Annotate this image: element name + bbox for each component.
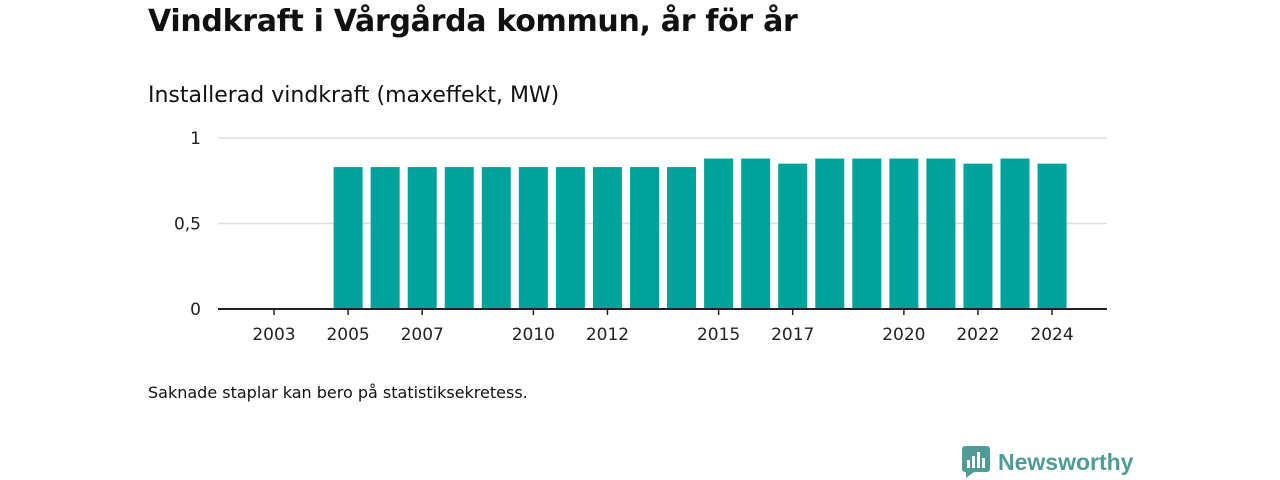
bar-2014: [667, 167, 697, 309]
bar-2012: [592, 167, 622, 309]
x-tick-label: 2024: [1030, 325, 1073, 345]
bar-2017: [778, 163, 808, 309]
bar-2013: [630, 167, 659, 309]
axes: 0 0,5 1 2003 2005 2007 2010 2012 2015 2017 2020 202…: [174, 129, 1107, 345]
footnote: Saknade staplar kan bero på statistiksek…: [148, 383, 528, 402]
bar-2016: [741, 158, 771, 309]
chart-subtitle: Installerad vindkraft (maxeffekt, MW): [148, 83, 560, 108]
bar-2022: [963, 163, 993, 309]
bar-2011: [555, 167, 585, 309]
newsworthy-logo-icon: [962, 446, 990, 478]
bars: [333, 158, 1067, 309]
bar-2019: [852, 158, 882, 309]
bar-chart: 0 0,5 1 2003 2005 2007 2010 2012 2015 2017 2020 202…: [174, 129, 1107, 345]
bar-2015: [704, 158, 734, 309]
bar-2018: [815, 158, 845, 309]
x-tick-label: 2010: [512, 325, 555, 345]
x-tick-label: 2020: [882, 325, 925, 345]
x-tick-label: 2017: [771, 325, 814, 345]
y-tick-label: 1: [190, 129, 201, 149]
x-tick-label: 2005: [326, 325, 369, 345]
chart-title: Vindkraft i Vårgårda kommun, år för år: [148, 4, 798, 39]
brand-logo[interactable]: Newsworthy: [962, 446, 1133, 478]
bar-2009: [481, 167, 511, 309]
x-tick-label: 2022: [956, 325, 999, 345]
bar-2023: [1000, 158, 1030, 309]
x-tick-label: 2003: [252, 325, 295, 345]
bar-2010: [518, 167, 548, 309]
y-tick-label: 0: [190, 300, 201, 320]
grid-lines: [218, 137, 1107, 225]
x-tick-label: 2007: [401, 325, 444, 345]
bar-2007: [407, 167, 437, 309]
y-tick-label: 0,5: [174, 215, 201, 235]
bar-2021: [926, 158, 956, 309]
bar-2020: [889, 158, 919, 309]
x-tick-label: 2015: [697, 325, 740, 345]
bar-2006: [370, 167, 400, 309]
x-tick-label: 2012: [586, 325, 629, 345]
bar-2024: [1037, 163, 1067, 309]
bar-2008: [444, 167, 474, 309]
bar-2005: [333, 167, 363, 309]
brand-name: Newsworthy: [998, 448, 1134, 475]
